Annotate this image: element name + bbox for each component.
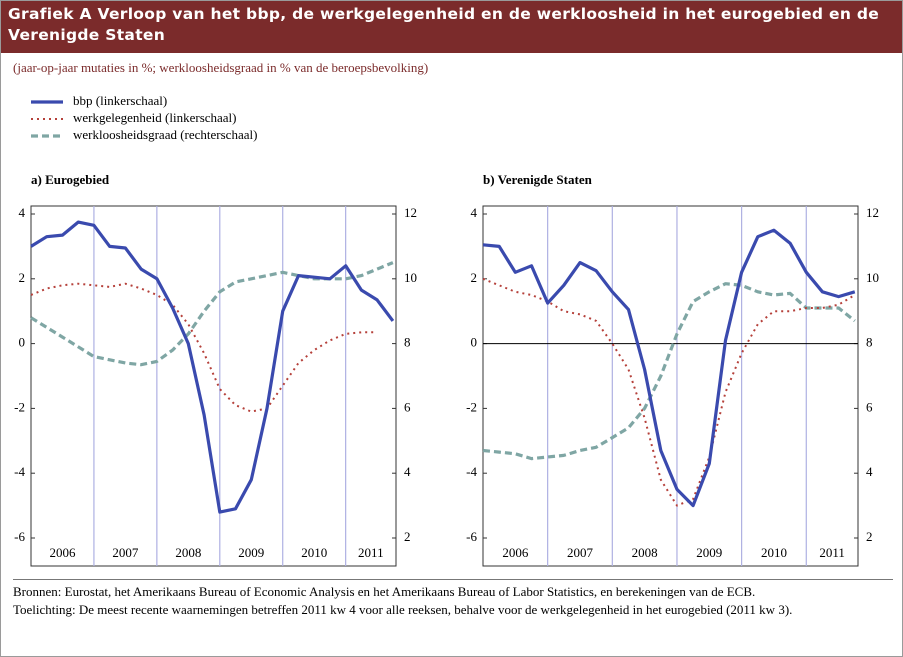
y2-tick-label: 12 bbox=[866, 205, 879, 220]
plot-frame bbox=[482, 205, 859, 567]
y2-tick-label: 4 bbox=[404, 464, 411, 479]
notes: Bronnen: Eurostat, het Amerikaans Bureau… bbox=[13, 579, 893, 620]
x-tick-label: 2009 bbox=[696, 545, 722, 560]
panel-title: b) Verenigde Staten bbox=[483, 172, 593, 187]
y-tick-label: 0 bbox=[19, 335, 26, 350]
series-line bbox=[30, 261, 394, 367]
x-tick-label: 2007 bbox=[567, 545, 594, 560]
x-tick-label: 2010 bbox=[761, 545, 787, 560]
subtitle: (jaar-op-jaar mutaties in %; werklooshei… bbox=[13, 60, 429, 75]
y-tick-label: 0 bbox=[471, 335, 478, 350]
legend-label: bbp (linkerschaal) bbox=[73, 93, 167, 108]
y2-tick-label: 4 bbox=[866, 464, 873, 479]
y-tick-label: -6 bbox=[14, 529, 25, 544]
x-tick-label: 2008 bbox=[175, 545, 201, 560]
x-tick-label: 2010 bbox=[301, 545, 327, 560]
y-tick-label: -2 bbox=[14, 399, 25, 414]
series-line bbox=[482, 228, 856, 508]
legend-label: werkloosheidsgraad (rechterschaal) bbox=[73, 127, 257, 142]
figure-title: Grafiek A Verloop van het bbp, de werkge… bbox=[1, 1, 902, 53]
x-tick-label: 2007 bbox=[112, 545, 139, 560]
y-tick-label: 4 bbox=[19, 205, 26, 220]
y-tick-label: -4 bbox=[466, 464, 477, 479]
y-tick-label: 2 bbox=[19, 270, 26, 285]
y2-tick-label: 8 bbox=[404, 335, 411, 350]
y-tick-label: 4 bbox=[471, 205, 478, 220]
y2-tick-label: 6 bbox=[404, 399, 411, 414]
y2-tick-label: 10 bbox=[866, 270, 879, 285]
x-tick-label: 2009 bbox=[238, 545, 264, 560]
panel-title: a) Eurogebied bbox=[31, 172, 110, 187]
x-tick-label: 2011 bbox=[358, 545, 384, 560]
y-tick-label: 2 bbox=[471, 270, 478, 285]
plot-frame bbox=[30, 205, 397, 567]
source-note: Bronnen: Eurostat, het Amerikaans Bureau… bbox=[13, 584, 756, 599]
legend-label: werkgelegenheid (linkerschaal) bbox=[73, 110, 237, 125]
y2-tick-label: 2 bbox=[866, 529, 873, 544]
series-line bbox=[30, 282, 378, 413]
x-tick-label: 2008 bbox=[632, 545, 658, 560]
x-tick-label: 2011 bbox=[819, 545, 845, 560]
series-line bbox=[482, 282, 856, 461]
y-tick-label: -2 bbox=[466, 399, 477, 414]
y2-tick-label: 10 bbox=[404, 270, 417, 285]
y-tick-label: -6 bbox=[466, 529, 477, 544]
y2-tick-label: 6 bbox=[866, 399, 873, 414]
series-line bbox=[30, 220, 395, 514]
x-tick-label: 2006 bbox=[49, 545, 76, 560]
explanation-note: Toelichting: De meest recente waarneming… bbox=[13, 602, 793, 617]
y2-tick-label: 8 bbox=[866, 335, 873, 350]
x-tick-label: 2006 bbox=[502, 545, 529, 560]
chart: bbp (linkerschaal) werkgelegenheid (linke… bbox=[14, 93, 879, 567]
y2-tick-label: 12 bbox=[404, 205, 417, 220]
y2-tick-label: 2 bbox=[404, 529, 411, 544]
y-tick-label: -4 bbox=[14, 464, 25, 479]
